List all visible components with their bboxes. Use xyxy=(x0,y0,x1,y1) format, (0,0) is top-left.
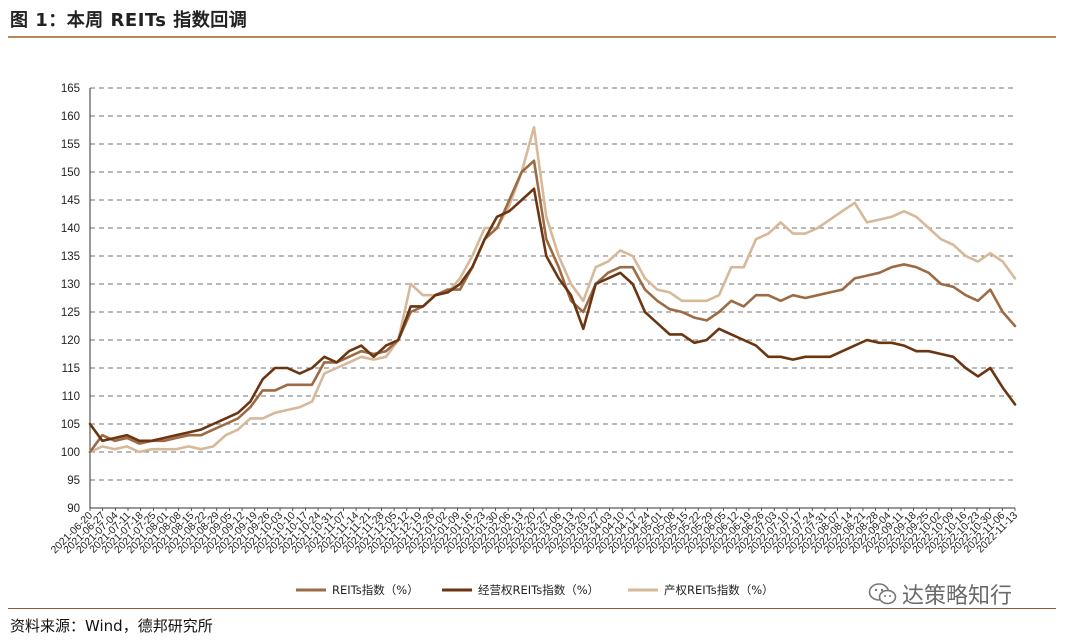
y-tick-label: 100 xyxy=(61,447,80,459)
y-tick-label: 145 xyxy=(61,195,80,207)
y-tick-label: 90 xyxy=(67,503,80,515)
watermark-text: 达策略知行 xyxy=(902,584,1013,609)
y-tick-label: 110 xyxy=(62,391,80,403)
y-tick-label: 125 xyxy=(61,307,80,319)
y-tick-label: 155 xyxy=(61,139,80,151)
x-axis: 2021-06-202021-06-272021-07-042021-07-11… xyxy=(49,507,1020,556)
source-note: 资料来源：Wind，德邦研究所 xyxy=(10,617,213,635)
legend-label: REITs指数（%） xyxy=(332,583,419,597)
figure-title: 图 1：本周 REITs 指数回调 xyxy=(10,10,248,31)
bottom-rule xyxy=(8,608,1056,609)
legend-label: 产权REITs指数（%） xyxy=(664,583,774,597)
series-line xyxy=(88,187,1017,443)
series-line xyxy=(88,159,1017,454)
y-tick-label: 120 xyxy=(61,335,80,347)
line-chart: 90 95 100 105 110 115 120 125 130 135 140 145 150 155… xyxy=(49,83,1021,597)
watermark: 达策略知行 xyxy=(868,578,1012,610)
y-tick-label: 115 xyxy=(62,363,80,375)
y-tick-label: 160 xyxy=(61,111,80,123)
chart-legend: REITs指数（%） 经营权REITs指数（%） 产权REITs指数（%） xyxy=(296,583,774,597)
y-tick-label: 95 xyxy=(67,475,80,487)
y-tick-label: 150 xyxy=(61,167,80,179)
y-tick-label: 135 xyxy=(61,251,80,263)
legend-label: 经营权REITs指数（%） xyxy=(478,583,599,597)
y-tick-label: 130 xyxy=(61,279,80,291)
y-tick-label: 165 xyxy=(61,83,80,95)
series-lines xyxy=(88,125,1017,454)
title-rule xyxy=(8,36,1056,38)
y-tick-label: 140 xyxy=(61,223,80,235)
y-tick-label: 105 xyxy=(61,419,80,431)
wechat-icon xyxy=(868,583,897,605)
gridlines xyxy=(90,87,1015,481)
series-line xyxy=(88,125,1017,454)
y-axis: 90 95 100 105 110 115 120 125 130 135 140 145 150 155… xyxy=(61,83,91,515)
